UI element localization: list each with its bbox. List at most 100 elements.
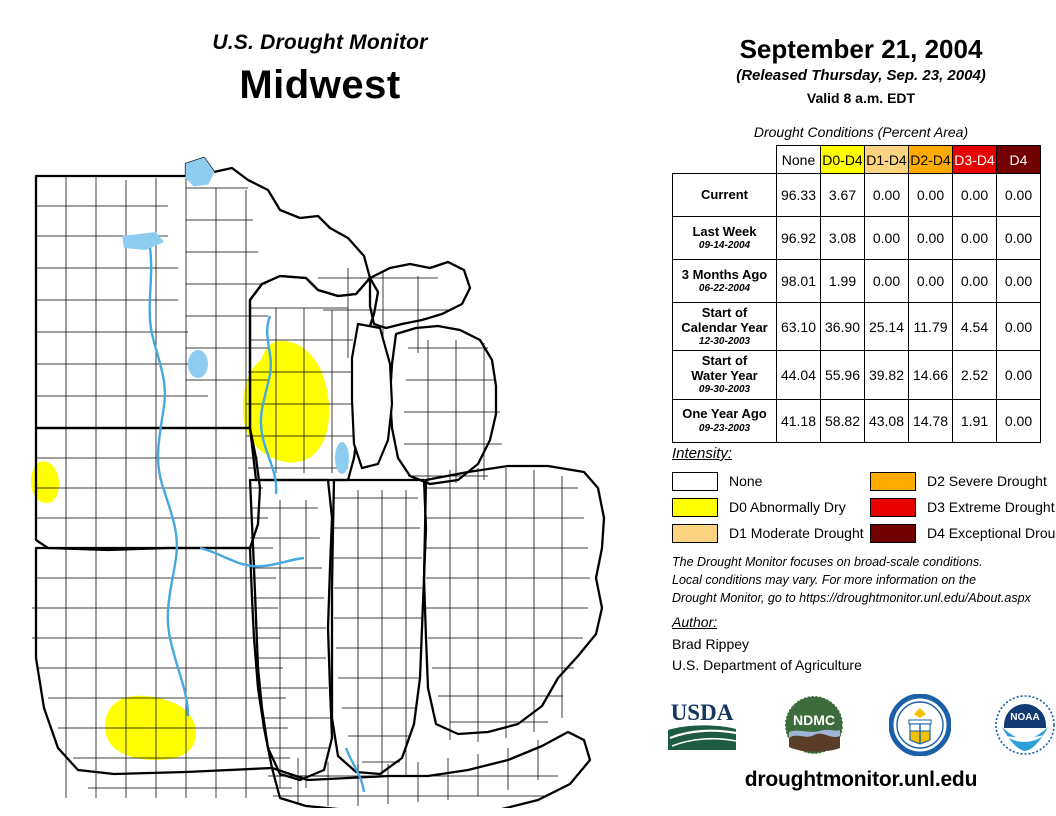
table-cell-value: 96.92	[776, 216, 821, 260]
table-row: One Year Ago 09-23-2003 41.18 58.82 43.08 14.…	[672, 398, 1041, 443]
legend-swatch	[672, 523, 718, 543]
table-cell-value: 25.14	[864, 301, 909, 352]
logo-strip: USDA NDMC NOAA	[664, 690, 1056, 760]
usda-logo[interactable]: USDA	[664, 696, 740, 754]
author-heading: Author:	[672, 614, 718, 630]
row-label-date: 09-30-2003	[698, 384, 751, 396]
table-cell-value: 39.82	[864, 350, 909, 400]
table-cell-value: 14.66	[908, 350, 953, 400]
disclaimer-line: The Drought Monitor focuses on broad-sca…	[672, 555, 983, 569]
table-row-label: Start of Calendar Year 12-30-2003	[672, 301, 777, 352]
page-title: Midwest	[239, 63, 401, 107]
table-row: Current 96.33 3.67 0.00 0.00 0.00 0.00	[672, 173, 1041, 217]
table-cell-value: 0.00	[952, 173, 997, 217]
table-cell-value: 14.78	[908, 398, 953, 443]
table-cell-value: 41.18	[776, 398, 821, 443]
legend-item: D3 Extreme Drought	[870, 494, 1056, 520]
table-row: Start of Calendar Year 12-30-2003 63.10 36.9…	[672, 301, 1041, 352]
table-col-header-d4: D4	[996, 145, 1041, 174]
report-date: September 21, 2004	[739, 34, 983, 64]
table-row-label: Start of Water Year 09-30-2003	[672, 350, 777, 400]
row-label-date: 12-30-2003	[698, 336, 751, 348]
legend-swatch	[672, 497, 718, 517]
commerce-seal-logo[interactable]	[888, 694, 951, 756]
legend-item: D4 Exceptional Drought	[870, 520, 1056, 546]
map-subtitle: U.S. Drought Monitor	[212, 31, 428, 54]
table-cell-value: 3.67	[820, 173, 865, 217]
table-cell-value: 0.00	[908, 216, 953, 260]
noaa-logo[interactable]: NOAA	[994, 694, 1056, 756]
table-row-label: Last Week 09-14-2004	[672, 216, 777, 260]
table-cell-value: 43.08	[864, 398, 909, 443]
table-cell-value: 0.00	[996, 173, 1041, 217]
table-cell-value: 0.00	[908, 259, 953, 303]
table-cell-value: 98.01	[776, 259, 821, 303]
table-cell-value: 0.00	[996, 259, 1041, 303]
row-label-date: 09-23-2003	[698, 422, 751, 434]
table-row: Start of Water Year 09-30-2003 44.04 55.96 39…	[672, 350, 1041, 400]
row-label-text: One Year Ago	[682, 406, 767, 422]
intensity-heading: Intensity:	[672, 445, 733, 462]
legend-item: D2 Severe Drought	[870, 468, 1056, 494]
row-label-text: Last Week	[692, 223, 757, 239]
author-org: U.S. Department of Agriculture	[672, 657, 862, 673]
table-cell-value: 0.00	[996, 350, 1041, 400]
table-cell-value: 0.00	[996, 301, 1041, 352]
svg-text:NOAA: NOAA	[1010, 712, 1039, 723]
d0-region-wisconsin	[242, 340, 330, 463]
table-cell-value: 0.00	[864, 259, 909, 303]
disclaimer-line: Local conditions may vary. For more info…	[672, 572, 977, 587]
site-url[interactable]: droughtmonitor.unl.edu	[744, 768, 978, 791]
drought-conditions-table: None D0-D4 D1-D4 D2-D4 D3-D4 D4 Current 96.33 3…	[672, 145, 1041, 443]
water-features	[122, 157, 394, 793]
row-label-text: Start of	[701, 353, 748, 369]
table-cell-value: 36.90	[820, 301, 865, 352]
legend-item: D1 Moderate Drought	[672, 520, 864, 546]
legend-swatch	[672, 471, 718, 491]
legend-column-right: D2 Severe Drought D3 Extreme Drought D4 Ex…	[870, 468, 1056, 546]
table-cell-value: 0.00	[952, 259, 997, 303]
table-cell-value: 55.96	[820, 350, 865, 400]
legend-label: D1 Moderate Drought	[729, 525, 864, 541]
row-label-date: 09-14-2004	[698, 240, 751, 252]
table-cell-value: 4.54	[952, 301, 997, 352]
legend-label: None	[729, 473, 763, 489]
table-cell-value: 11.79	[908, 301, 953, 352]
row-label-text: Calendar Year	[681, 319, 768, 335]
table-col-header-none: None	[776, 145, 821, 174]
legend-label: D3 Extreme Drought	[927, 499, 1055, 515]
table-row: Last Week 09-14-2004 96.92 3.08 0.00 0.00 0.00…	[672, 216, 1041, 260]
row-label-date: 06-22-2004	[698, 283, 751, 295]
row-label-text: Water Year	[691, 367, 758, 383]
legend-label: D2 Severe Drought	[927, 473, 1047, 489]
table-col-header-d1-d4: D1-D4	[864, 145, 909, 174]
legend-item: None	[672, 468, 864, 494]
table-cell-value: 58.82	[820, 398, 865, 443]
table-cell-value: 0.00	[996, 398, 1041, 443]
legend-swatch	[870, 523, 916, 543]
disclaimer-line: Drought Monitor, go to https://droughtmo…	[672, 590, 1031, 605]
svg-text:NDMC: NDMC	[793, 712, 835, 728]
table-row-label: One Year Ago 09-23-2003	[672, 398, 777, 443]
legend-swatch	[870, 471, 916, 491]
d0-region-iowa	[31, 461, 59, 504]
drought-map[interactable]	[18, 128, 658, 808]
table-row: 3 Months Ago 06-22-2004 98.01 1.99 0.00 0.00 0…	[672, 259, 1041, 303]
legend-label: D0 Abnormally Dry	[729, 499, 846, 515]
legend-column-left: None D0 Abnormally Dry D1 Moderate Drought	[672, 468, 864, 546]
table-col-header-d3-d4: D3-D4	[952, 145, 997, 174]
table-cell-value: 1.99	[820, 259, 865, 303]
table-cell-value: 0.00	[996, 216, 1041, 260]
author-name: Brad Rippey	[672, 636, 750, 652]
table-cell-value: 3.08	[820, 216, 865, 260]
legend-item: D0 Abnormally Dry	[672, 494, 864, 520]
ndmc-logo[interactable]: NDMC	[783, 694, 845, 756]
table-col-header-d2-d4: D2-D4	[908, 145, 953, 174]
table-cell-value: 0.00	[952, 216, 997, 260]
table-caption: Drought Conditions (Percent Area)	[753, 124, 969, 140]
table-row-label: 3 Months Ago 06-22-2004	[672, 259, 777, 303]
table-body: Current 96.33 3.67 0.00 0.00 0.00 0.00 Last Wee…	[672, 173, 1041, 443]
table-corner-cell	[673, 146, 777, 174]
table-cell-value: 63.10	[776, 301, 821, 352]
table-cell-value: 96.33	[776, 173, 821, 217]
